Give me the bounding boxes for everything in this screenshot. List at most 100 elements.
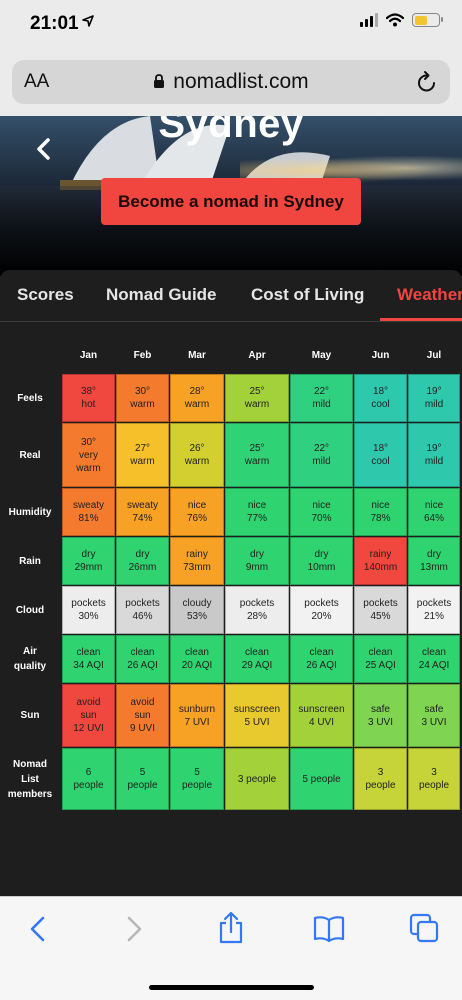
weather-cell[interactable]: clean 25 AQI: [354, 635, 407, 683]
reader-options-button[interactable]: AA: [24, 71, 50, 92]
weather-cell-text: sunscreen: [298, 703, 345, 715]
row-label-line: Sun: [20, 710, 40, 721]
weather-cell[interactable]: pockets 45%: [354, 586, 407, 634]
tab-cost-of-living[interactable]: Cost of Living: [251, 285, 365, 304]
weather-cell[interactable]: sweaty 81%: [62, 488, 115, 536]
weather-cell[interactable]: pockets 46%: [116, 586, 169, 634]
weather-cell[interactable]: clean 24 AQI: [408, 635, 460, 683]
weather-cell[interactable]: safe 3 UVI: [408, 684, 460, 747]
weather-cell[interactable]: rainy 73mm: [170, 537, 224, 585]
weather-cell-text: 19°: [426, 386, 442, 397]
weather-cell[interactable]: safe 3 UVI: [354, 684, 407, 747]
weather-cell[interactable]: dry 10mm: [290, 537, 353, 585]
weather-cell[interactable]: 5 people: [290, 748, 353, 810]
row-label-line: members: [7, 788, 53, 800]
weather-cell[interactable]: pockets 28%: [225, 586, 289, 634]
back-chevron-icon[interactable]: [34, 136, 54, 162]
weather-cell[interactable]: avoid sun 12 UVI: [62, 684, 115, 747]
weather-cell[interactable]: dry 29mm: [62, 537, 115, 585]
weather-cell[interactable]: 22° mild: [290, 374, 353, 422]
weather-cell[interactable]: sweaty 74%: [116, 488, 169, 536]
weather-cell[interactable]: 28° warm: [170, 374, 224, 422]
weather-cell[interactable]: sunscreen 5 UVI: [225, 684, 289, 747]
weather-cell-text: clean: [368, 647, 393, 658]
weather-cell[interactable]: 25° warm: [225, 423, 289, 487]
weather-cell[interactable]: 30° very warm: [62, 423, 115, 487]
weather-cell[interactable]: clean 20 AQI: [170, 635, 224, 683]
weather-cell[interactable]: nice 64%: [408, 488, 460, 536]
weather-cell[interactable]: nice 70%: [290, 488, 353, 536]
weather-cell[interactable]: 5 people: [170, 748, 224, 810]
weather-cell[interactable]: clean 29 AQI: [225, 635, 289, 683]
weather-cell[interactable]: pockets 21%: [408, 586, 460, 634]
weather-cell[interactable]: 38° hot: [62, 374, 115, 422]
weather-cell-text: people: [127, 780, 158, 791]
weather-cell-text: rainy: [186, 549, 208, 560]
weather-cell[interactable]: 3 people: [354, 748, 407, 810]
weather-cell[interactable]: dry 26mm: [116, 537, 169, 585]
row-label-line: Rain: [19, 555, 41, 567]
weather-cell[interactable]: clean 34 AQI: [62, 635, 115, 683]
weather-cell[interactable]: avoid sun 9 UVI: [116, 684, 169, 747]
row-label: Real: [0, 448, 60, 463]
weather-cell[interactable]: cloudy 53%: [170, 586, 224, 634]
weather-cell-text: sunscreen: [233, 703, 281, 715]
share-icon[interactable]: [217, 911, 245, 945]
weather-cell-text: sweaty: [72, 500, 105, 511]
weather-cell[interactable]: 18° cool: [354, 374, 407, 422]
weather-cell-text: 78%: [370, 513, 391, 524]
weather-cell[interactable]: clean 26 AQI: [116, 635, 169, 683]
weather-cell[interactable]: 19° mild: [408, 374, 460, 422]
row-label: Sun: [0, 708, 60, 723]
weather-cell[interactable]: 27° warm: [116, 423, 169, 487]
weather-cell-text: warm: [184, 456, 210, 467]
back-icon[interactable]: [28, 915, 48, 943]
month-header: Apr: [248, 350, 266, 361]
weather-cell[interactable]: pockets 20%: [290, 586, 353, 634]
weather-cell-text: 7 UVI: [184, 716, 210, 728]
weather-cell-text: avoid: [130, 697, 155, 708]
weather-cell-text: 26mm: [128, 562, 157, 573]
forward-icon[interactable]: [124, 915, 144, 943]
weather-cell[interactable]: nice 77%: [225, 488, 289, 536]
weather-cell[interactable]: 5 people: [116, 748, 169, 810]
weather-cell-text: nice: [424, 500, 444, 511]
weather-cell[interactable]: sunburn 7 UVI: [170, 684, 224, 747]
weather-cell[interactable]: pockets 30%: [62, 586, 115, 634]
weather-cell[interactable]: clean 26 AQI: [290, 635, 353, 683]
weather-cell-text: mild: [424, 456, 444, 467]
become-nomad-button[interactable]: Become a nomad in Sydney: [101, 178, 361, 225]
weather-cell-text: dry: [427, 549, 441, 560]
tabs-icon[interactable]: [409, 913, 439, 943]
weather-cell[interactable]: nice 78%: [354, 488, 407, 536]
bookmarks-icon[interactable]: [313, 915, 345, 943]
address-bar[interactable]: AA nomadlist.com: [12, 60, 450, 104]
tab-nomad-guide[interactable]: Nomad Guide: [106, 285, 217, 304]
weather-cell-text: pockets: [416, 598, 452, 609]
weather-cell-text: 140mm: [363, 562, 398, 573]
weather-cell[interactable]: 25° warm: [225, 374, 289, 422]
weather-cell[interactable]: dry 9mm: [225, 537, 289, 585]
weather-cell[interactable]: 30° warm: [116, 374, 169, 422]
weather-cell[interactable]: dry 13mm: [408, 537, 460, 585]
weather-cell[interactable]: 3 people: [225, 748, 289, 810]
weather-cell-text: avoid: [76, 697, 101, 708]
weather-cell[interactable]: rainy 140mm: [354, 537, 407, 585]
url-display[interactable]: nomadlist.com: [12, 70, 450, 94]
weather-cell[interactable]: 26° warm: [170, 423, 224, 487]
content-panel: Scores Nomad Guide Cost of Living Weathe…: [0, 270, 462, 896]
row-label-line: quality: [13, 661, 47, 672]
tab-weather[interactable]: Weather: [397, 285, 462, 304]
weather-cell[interactable]: 3 people: [408, 748, 460, 810]
weather-cell[interactable]: 22° mild: [290, 423, 353, 487]
weather-cell[interactable]: 18° cool: [354, 423, 407, 487]
weather-cell[interactable]: nice 76%: [170, 488, 224, 536]
weather-cell[interactable]: 6 people: [62, 748, 115, 810]
weather-cell[interactable]: sunscreen 4 UVI: [290, 684, 353, 747]
weather-cell-text: warm: [130, 456, 155, 467]
weather-cell-text: sun: [134, 710, 151, 721]
weather-cell-text: 9mm: [245, 562, 269, 573]
tab-scores[interactable]: Scores: [17, 285, 74, 304]
reload-icon[interactable]: [416, 70, 438, 94]
weather-cell[interactable]: 19° mild: [408, 423, 460, 487]
